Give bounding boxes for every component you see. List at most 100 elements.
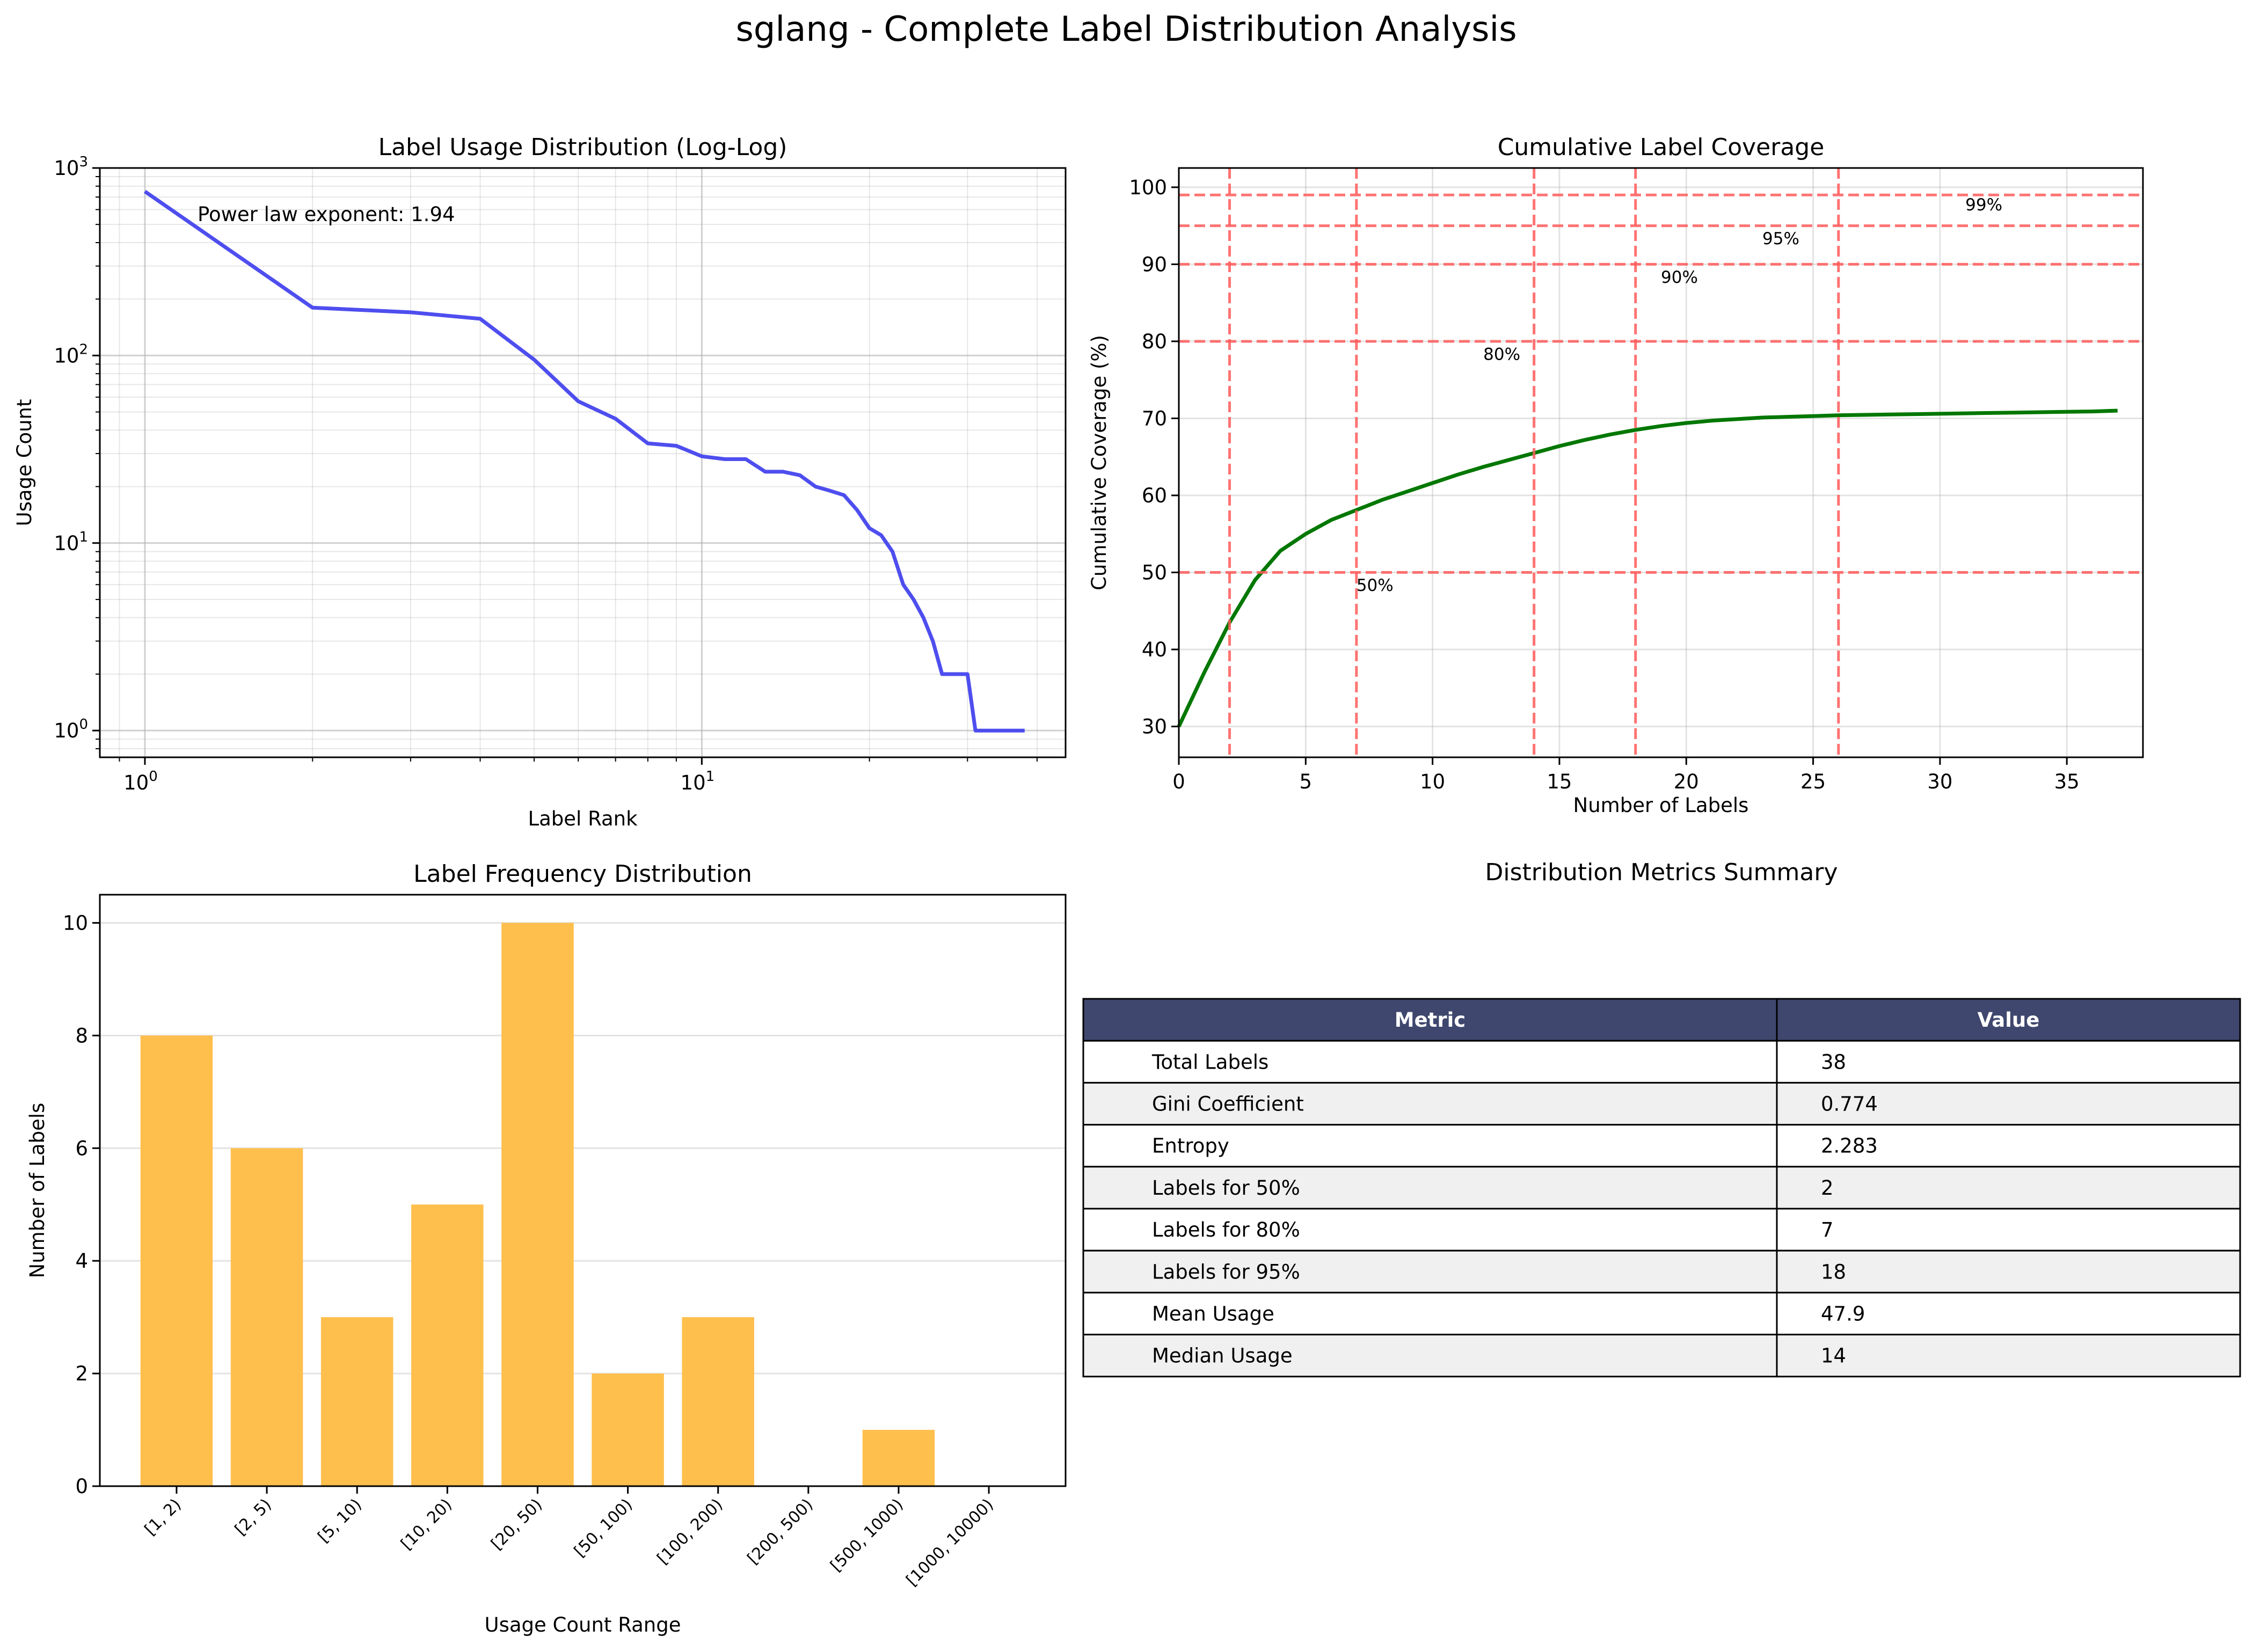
y-tick-label: 6 — [75, 1137, 88, 1160]
table-row: Gini Coefficient 0.774 — [1082, 1081, 2241, 1126]
header-label: Value — [1978, 1008, 2040, 1032]
tick-base: 10 — [123, 771, 149, 794]
frequency-bar-chart: [1, 2) [2, 5) [5, 10) [10, 20) [20, 50) [50, … — [26, 860, 1067, 1636]
value-cell — [1776, 1334, 2241, 1378]
cumulative-coverage-chart: 50% 80% 90% 95% 99% 0 5 10 15 20 25 30 35 30 40 50 60 70 8… — [1088, 134, 2144, 817]
bar — [140, 1035, 213, 1486]
metric-label: Median Usage — [1152, 1344, 1293, 1368]
bar — [501, 923, 574, 1486]
tick-exponent: 1 — [706, 769, 715, 785]
chart-title: Cumulative Label Coverage — [1498, 134, 1825, 161]
threshold-label: 90% — [1661, 268, 1698, 287]
x-axis-label: Label Rank — [528, 807, 638, 830]
x-tick-label: 35 — [2054, 770, 2080, 793]
tick-exponent: 0 — [79, 717, 88, 733]
y-tick-label: 50 — [1142, 561, 1167, 584]
x-axis-label: Usage Count Range — [485, 1613, 681, 1636]
y-axis-label: Cumulative Coverage (%) — [1088, 335, 1111, 590]
x-tick-label: 15 — [1547, 770, 1572, 793]
axes-frame — [99, 894, 1067, 1487]
grid — [100, 167, 1066, 757]
tick-base: 10 — [681, 771, 706, 794]
table-row: Labels for 80% 7 — [1082, 1208, 2241, 1252]
metric-value: 2.283 — [1821, 1135, 1878, 1158]
y-axis-label: Usage Count — [13, 399, 36, 527]
power-law-annotation: Power law exponent: 1.94 — [198, 203, 455, 226]
x-tick-label: 101 — [681, 769, 715, 794]
tick-base: 10 — [54, 532, 79, 555]
thresholds: 50% 80% 90% 95% 99% — [1179, 168, 2143, 757]
tick-exponent: 1 — [79, 529, 88, 545]
metric-value: 38 — [1821, 1050, 1846, 1073]
axes-frame — [99, 167, 1067, 758]
x-tick-label: 10 — [1420, 770, 1445, 793]
table-row: Total Labels 38 — [1082, 1040, 2241, 1084]
chart-title: Label Usage Distribution (Log-Log) — [378, 134, 788, 161]
metric-cell — [1082, 1081, 1778, 1126]
chart-title: Label Frequency Distribution — [413, 860, 752, 888]
table-row: Median Usage 14 — [1082, 1334, 2241, 1378]
metric-value: 2 — [1821, 1176, 1834, 1200]
tick-exponent: 0 — [149, 769, 158, 785]
metric-cell — [1082, 1249, 1778, 1293]
y-tick-label: 100 — [1129, 176, 1167, 199]
x-tick-label: 100 — [123, 769, 158, 794]
tick-exponent: 2 — [79, 341, 88, 357]
metric-label: Mean Usage — [1152, 1303, 1274, 1326]
bar — [862, 1430, 935, 1486]
value-cell — [1776, 1081, 2241, 1126]
x-tick-label: [10, 20) — [397, 1495, 456, 1554]
usage-line — [143, 189, 1025, 733]
metric-label: Labels for 50% — [1152, 1176, 1300, 1200]
table-row: Labels for 95% 18 — [1082, 1249, 2241, 1293]
x-tick-label: [100, 200) — [654, 1495, 727, 1568]
bar — [411, 1204, 484, 1486]
value-cell — [1776, 1166, 2241, 1210]
y-tick-label: 101 — [54, 529, 88, 555]
metric-cell — [1082, 1040, 1778, 1084]
x-tick-label: [200, 500) — [744, 1495, 817, 1568]
figure-title: sglang - Complete Label Distribution Ana… — [735, 10, 1516, 49]
value-cell — [1776, 1040, 2241, 1084]
x-tick-label: 0 — [1172, 770, 1185, 793]
x-tick-label: [500, 1000) — [827, 1495, 907, 1575]
metrics-summary-table: Distribution Metrics Summary Metric Value T… — [1082, 859, 2241, 1378]
metric-value: 14 — [1821, 1344, 1846, 1368]
metric-label: Labels for 95% — [1152, 1260, 1300, 1283]
y-tick-label: 2 — [75, 1362, 88, 1385]
metric-cell — [1082, 1208, 1778, 1252]
table-row: Mean Usage 47.9 — [1082, 1291, 2241, 1336]
value-cell — [1776, 1208, 2241, 1252]
threshold-label: 99% — [1965, 195, 2002, 215]
value-cell — [1776, 1291, 2241, 1336]
tick-base: 10 — [54, 719, 79, 742]
y-tick-label: 80 — [1142, 330, 1167, 353]
bar — [230, 1148, 303, 1486]
y-tick-label: 30 — [1142, 715, 1167, 739]
y-tick-label: 10 — [63, 911, 88, 934]
x-tick-label: 25 — [1800, 770, 1826, 793]
metric-value: 0.774 — [1821, 1093, 1878, 1116]
metric-label: Total Labels — [1151, 1050, 1268, 1073]
y-axis-label: Number of Labels — [26, 1103, 49, 1278]
x-tick-label: [1, 2) — [141, 1495, 185, 1539]
coverage-line — [1177, 408, 2118, 728]
table-row: Entropy 2.283 — [1082, 1124, 2241, 1168]
metric-label: Labels for 80% — [1152, 1218, 1300, 1241]
y-tick-label: 102 — [54, 341, 88, 367]
y-tick-label: 100 — [54, 717, 88, 742]
x-tick-label: [50, 100) — [571, 1495, 636, 1561]
metric-label: Gini Coefficient — [1152, 1093, 1304, 1116]
metric-label: Entropy — [1152, 1135, 1229, 1158]
x-tick-label: [1000, 10000) — [902, 1495, 997, 1590]
x-tick-label: [2, 5) — [231, 1495, 275, 1539]
threshold-label: 50% — [1357, 576, 1394, 595]
y-tick-label: 4 — [75, 1249, 88, 1273]
tick-base: 10 — [54, 344, 79, 367]
y-tick-label: 70 — [1142, 407, 1167, 430]
value-cell — [1776, 1249, 2241, 1293]
y-tick-label: 103 — [54, 154, 88, 180]
x-tick-label: 30 — [1927, 770, 1952, 793]
